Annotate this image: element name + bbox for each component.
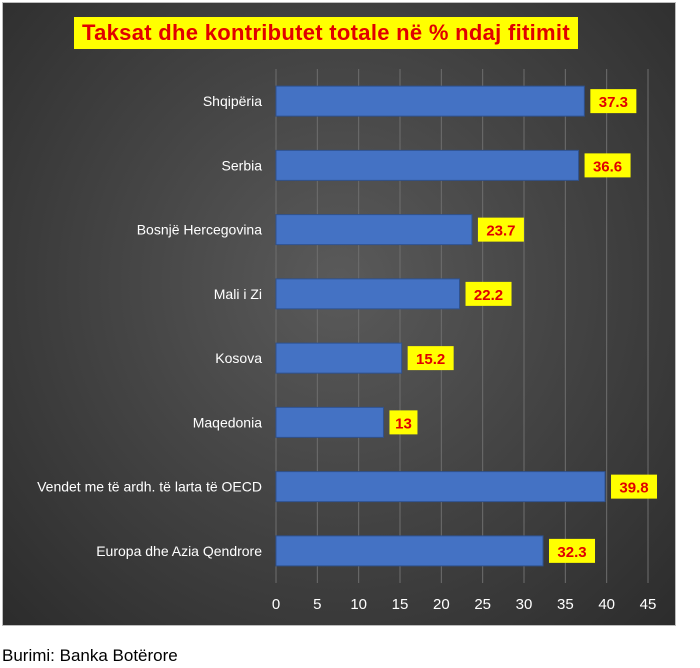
data-label-box — [407, 346, 454, 371]
category-label: Shqipëria — [203, 93, 262, 109]
data-label-box — [465, 281, 512, 306]
bar-chart: 0 5 10 15 20 25 30 35 40 45 Shqipëria 37.3 Serbia 36.… — [37, 69, 658, 613]
data-label-box — [590, 89, 637, 114]
x-tick-label: 5 — [313, 596, 321, 613]
bar — [275, 406, 384, 438]
chart-title: Taksat dhe kontributet totale në % ndaj … — [74, 17, 578, 49]
x-tick-label: 0 — [272, 596, 280, 613]
bar — [275, 471, 606, 503]
data-label-box — [389, 410, 418, 435]
x-tick-label: 15 — [392, 596, 409, 613]
data-label: 22.2 — [474, 287, 503, 304]
data-label: 23.7 — [486, 223, 515, 240]
chart-area: 0 5 10 15 20 25 30 35 40 45 Shqipëria 37.3 Serbia 36.… — [2, 2, 676, 626]
data-label-box — [584, 153, 631, 178]
x-tick-label: 40 — [598, 596, 615, 613]
category-label: Vendet me të ardh. të larta të OECD — [37, 479, 262, 495]
data-label: 37.3 — [599, 94, 628, 111]
data-label: 13 — [395, 415, 412, 432]
category-label: Bosnjë Hercegovina — [137, 222, 263, 238]
bar — [275, 278, 461, 310]
data-label: 15.2 — [416, 351, 445, 368]
x-tick-label: 45 — [640, 596, 657, 613]
data-label-box — [549, 538, 596, 563]
category-label: Maqedonia — [193, 414, 262, 430]
data-label: 32.3 — [557, 544, 586, 561]
category-label: Europa dhe Azia Qendrore — [96, 543, 262, 559]
bar — [275, 214, 473, 246]
bar — [275, 85, 585, 117]
x-tick-label: 35 — [557, 596, 574, 613]
bar — [275, 149, 580, 181]
category-label: Serbia — [222, 157, 263, 173]
data-label-box — [611, 474, 658, 499]
bar — [275, 535, 544, 567]
x-tick-label: 30 — [516, 596, 533, 613]
category-label: Kosova — [215, 350, 262, 366]
x-tick-label: 25 — [474, 596, 491, 613]
source-note: Burimi: Banka Botërore — [2, 646, 178, 665]
category-label: Mali i Zi — [214, 286, 262, 302]
data-label: 39.8 — [619, 480, 648, 497]
data-label: 36.6 — [593, 158, 622, 175]
bar — [275, 342, 403, 374]
x-tick-label: 20 — [433, 596, 450, 613]
x-tick-label: 10 — [350, 596, 367, 613]
data-label-box — [477, 217, 524, 242]
